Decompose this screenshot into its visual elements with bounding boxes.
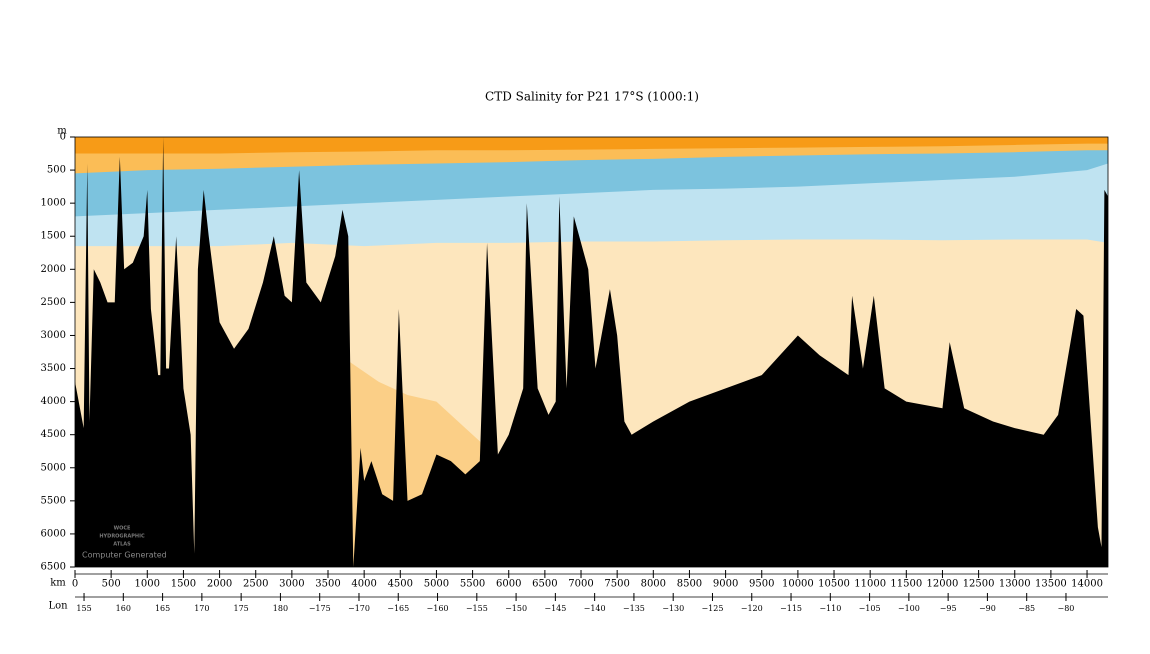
x-tick-label: 1000 — [135, 579, 160, 590]
x2-tick-label: 155 — [76, 604, 91, 613]
y-tick-label: 4000 — [41, 396, 66, 407]
x2-tick-label: 165 — [155, 604, 170, 613]
y-tick-label: 6000 — [41, 528, 66, 539]
x-tick-label: 2500 — [243, 579, 268, 590]
y-tick-label: 6500 — [41, 562, 66, 573]
x-tick-label: 13000 — [999, 579, 1031, 590]
x-tick-label: 4500 — [388, 579, 413, 590]
y-tick-label: 0 — [60, 132, 66, 143]
x-tick-label: 3500 — [315, 579, 340, 590]
x-tick-label: 0 — [72, 579, 78, 590]
x-tick-label: 8000 — [641, 579, 666, 590]
y-tick-label: 3000 — [41, 330, 66, 341]
x-tick-label: 6500 — [532, 579, 557, 590]
plot-frame — [74, 136, 1109, 568]
x-tick-label: 11000 — [854, 579, 886, 590]
x-tick-label: 3000 — [279, 579, 304, 590]
x2-tick-label: −145 — [544, 604, 566, 613]
y-tick-label: 1500 — [41, 231, 66, 242]
x-tick-label: 12500 — [963, 579, 995, 590]
y-tick-label: 3500 — [41, 363, 66, 374]
x2-tick-label: −165 — [387, 604, 409, 613]
x-tick-label: 6000 — [496, 579, 521, 590]
y-tick-label: 5500 — [41, 495, 66, 506]
y-tick-label: 500 — [47, 165, 66, 176]
bathymetry — [75, 137, 1108, 567]
x-tick-label: 5000 — [424, 579, 449, 590]
y-tick-label: 4500 — [41, 429, 66, 440]
x-tick-label: 9500 — [749, 579, 774, 590]
x-tick-label: 12000 — [927, 579, 959, 590]
x2-tick-label: −155 — [466, 604, 488, 613]
x-tick-label: 10000 — [782, 579, 814, 590]
x2-tick-label: −105 — [859, 604, 881, 613]
x-tick-label: 7500 — [604, 579, 629, 590]
x2-tick-label: −175 — [309, 604, 331, 613]
x-tick-label: 5500 — [460, 579, 485, 590]
x-tick-label: 9000 — [713, 579, 738, 590]
watermark: WOCE — [114, 526, 131, 532]
y-tick-label: 5000 — [41, 462, 66, 473]
x2-tick-label: −90 — [979, 604, 996, 613]
x-axis-label: km — [50, 578, 66, 589]
x2-tick-label: −135 — [623, 604, 645, 613]
x2-tick-label: −100 — [898, 604, 920, 613]
x2-tick-label: −125 — [701, 604, 723, 613]
x2-tick-label: −160 — [427, 604, 449, 613]
x-tick-label: 13500 — [1035, 579, 1067, 590]
x-tick-label: 11500 — [890, 579, 922, 590]
x2-tick-label: −140 — [584, 604, 606, 613]
salinity-layer — [75, 137, 1108, 154]
x2-tick-label: −150 — [505, 604, 527, 613]
x-tick-label: 8500 — [677, 579, 702, 590]
x-tick-label: 7000 — [568, 579, 593, 590]
x2-tick-label: −85 — [1018, 604, 1035, 613]
x2-tick-label: 175 — [234, 604, 249, 613]
x2-axis-label: Lon — [48, 601, 68, 612]
x-tick-label: 2000 — [207, 579, 232, 590]
x2-tick-label: −120 — [741, 604, 763, 613]
y-tick-label: 1000 — [41, 198, 66, 209]
x2-tick-label: 170 — [194, 604, 209, 613]
watermark: HYDROGRAPHIC — [99, 534, 145, 540]
x2-tick-label: −170 — [348, 604, 370, 613]
x2-tick-label: 180 — [273, 604, 288, 613]
y-tick-label: 2500 — [41, 297, 66, 308]
chart-title: CTD Salinity for P21 17°S (1000:1) — [485, 90, 699, 104]
y-axis-label: m — [57, 126, 67, 137]
x-tick-label: 1500 — [171, 579, 196, 590]
x-tick-label: 500 — [102, 579, 121, 590]
x2-tick-label: −110 — [819, 604, 841, 613]
x2-tick-label: −115 — [780, 604, 802, 613]
x-tick-label: 4000 — [351, 579, 376, 590]
x2-tick-label: −130 — [662, 604, 684, 613]
x-tick-label: 10500 — [818, 579, 850, 590]
x-tick-label: 14000 — [1071, 579, 1103, 590]
watermark: ATLAS — [113, 542, 131, 548]
x2-tick-label: 160 — [116, 604, 131, 613]
y-tick-label: 2000 — [41, 264, 66, 275]
credit: Computer Generated — [82, 551, 167, 560]
x2-tick-label: −95 — [940, 604, 957, 613]
x2-tick-label: −80 — [1058, 604, 1075, 613]
